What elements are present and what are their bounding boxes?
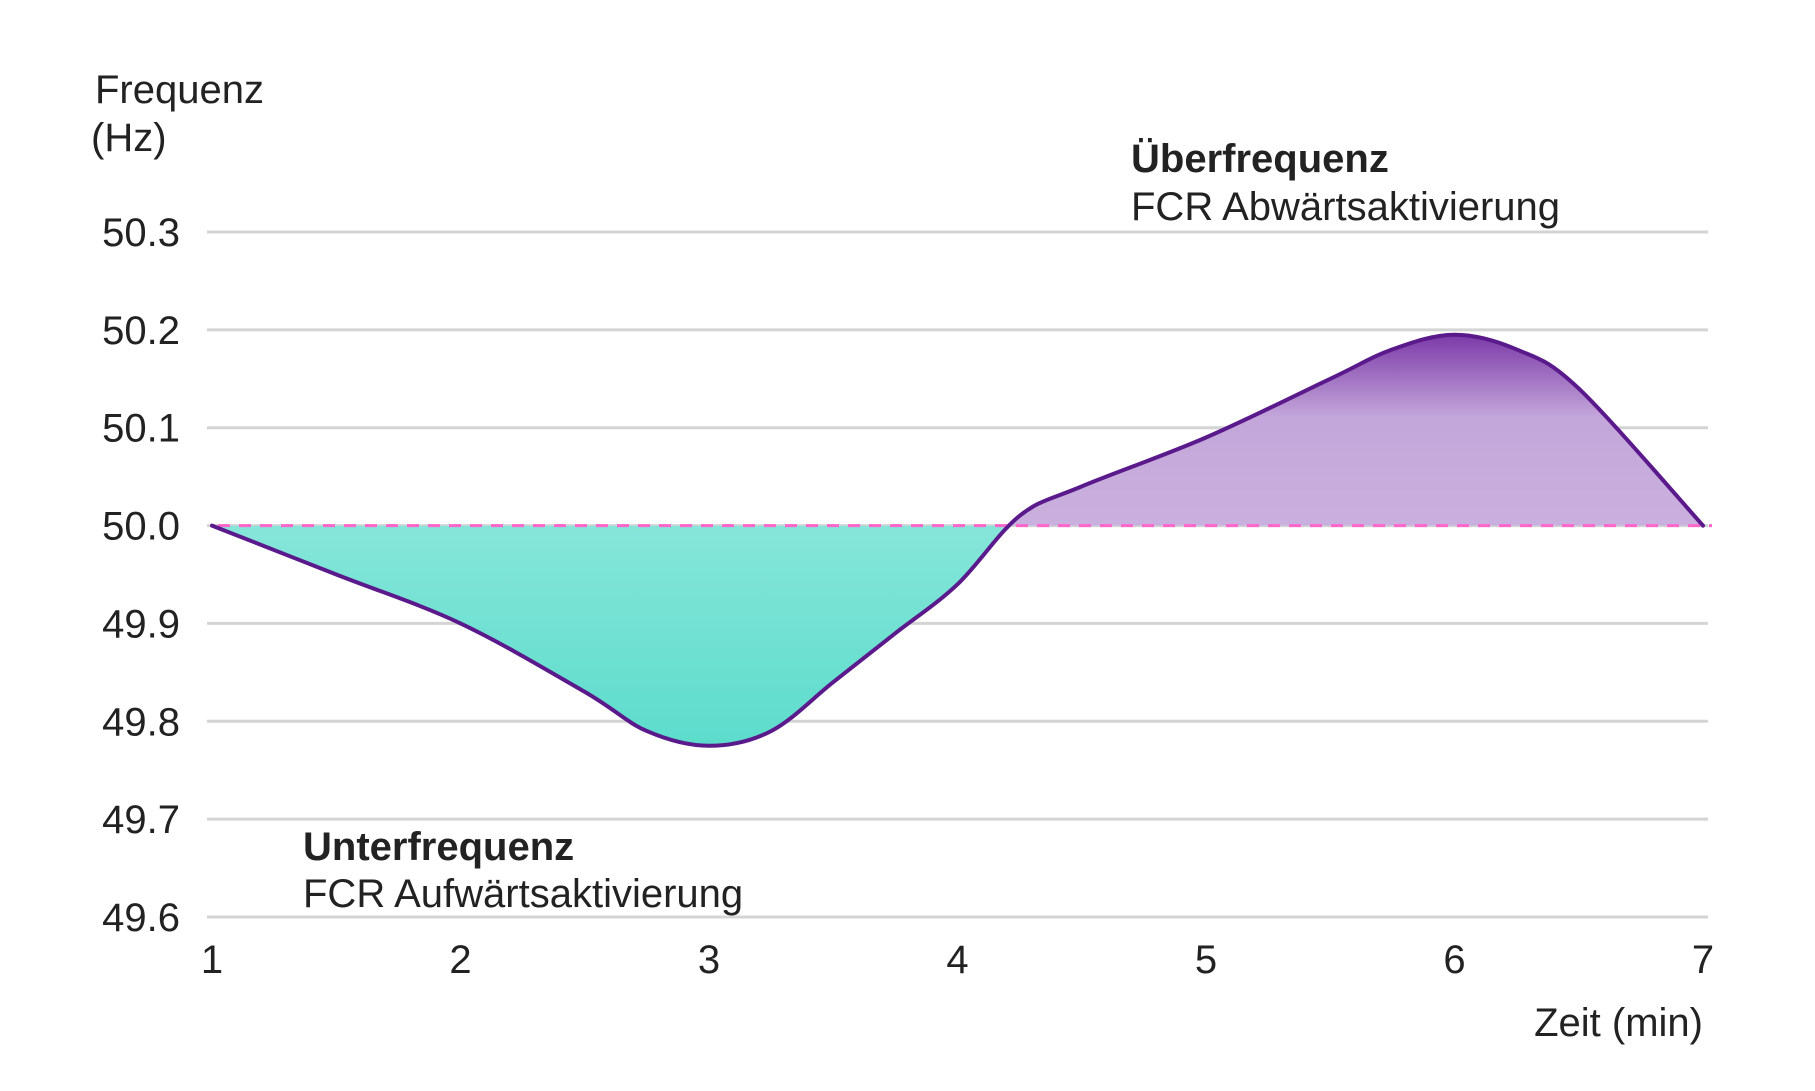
y-tick-label: 50.2 bbox=[102, 309, 180, 353]
over-frequency-area bbox=[1008, 334, 1703, 526]
y-tick-label: 49.9 bbox=[102, 602, 180, 646]
x-tick-label: 5 bbox=[1195, 938, 1217, 982]
y-tick-label: 50.0 bbox=[102, 505, 180, 549]
y-tick-label: 50.1 bbox=[102, 407, 180, 451]
x-axis-label: Zeit (min) bbox=[1534, 1001, 1703, 1045]
y-tick-label: 49.6 bbox=[102, 896, 180, 940]
area-fills bbox=[212, 334, 1703, 746]
y-tick-labels: 50.3 50.2 50.1 50.0 49.9 49.8 49.7 49.6 bbox=[102, 211, 180, 940]
under-frequency-subtitle: FCR Aufwärtsaktivierung bbox=[303, 872, 743, 916]
x-tick-label: 7 bbox=[1692, 938, 1714, 982]
over-frequency-subtitle: FCR Abwärtsaktivierung bbox=[1131, 185, 1560, 229]
x-tick-label: 4 bbox=[946, 938, 968, 982]
y-axis-label-line1: Frequenz bbox=[95, 68, 264, 112]
over-frequency-title: Überfrequenz bbox=[1131, 136, 1389, 181]
x-tick-label: 3 bbox=[698, 938, 720, 982]
x-tick-labels: 1 2 3 4 5 6 7 bbox=[201, 938, 1714, 982]
y-tick-label: 49.7 bbox=[102, 798, 180, 842]
frequency-series-line bbox=[210, 332, 1705, 748]
y-tick-label: 50.3 bbox=[102, 211, 180, 255]
x-tick-label: 1 bbox=[201, 938, 223, 982]
y-tick-label: 49.8 bbox=[102, 700, 180, 744]
x-tick-label: 2 bbox=[449, 938, 471, 982]
y-axis-label-line2: (Hz) bbox=[91, 116, 167, 160]
series-line-group bbox=[210, 332, 1705, 748]
x-tick-label: 6 bbox=[1443, 938, 1465, 982]
under-frequency-title: Unterfrequenz bbox=[303, 825, 574, 869]
